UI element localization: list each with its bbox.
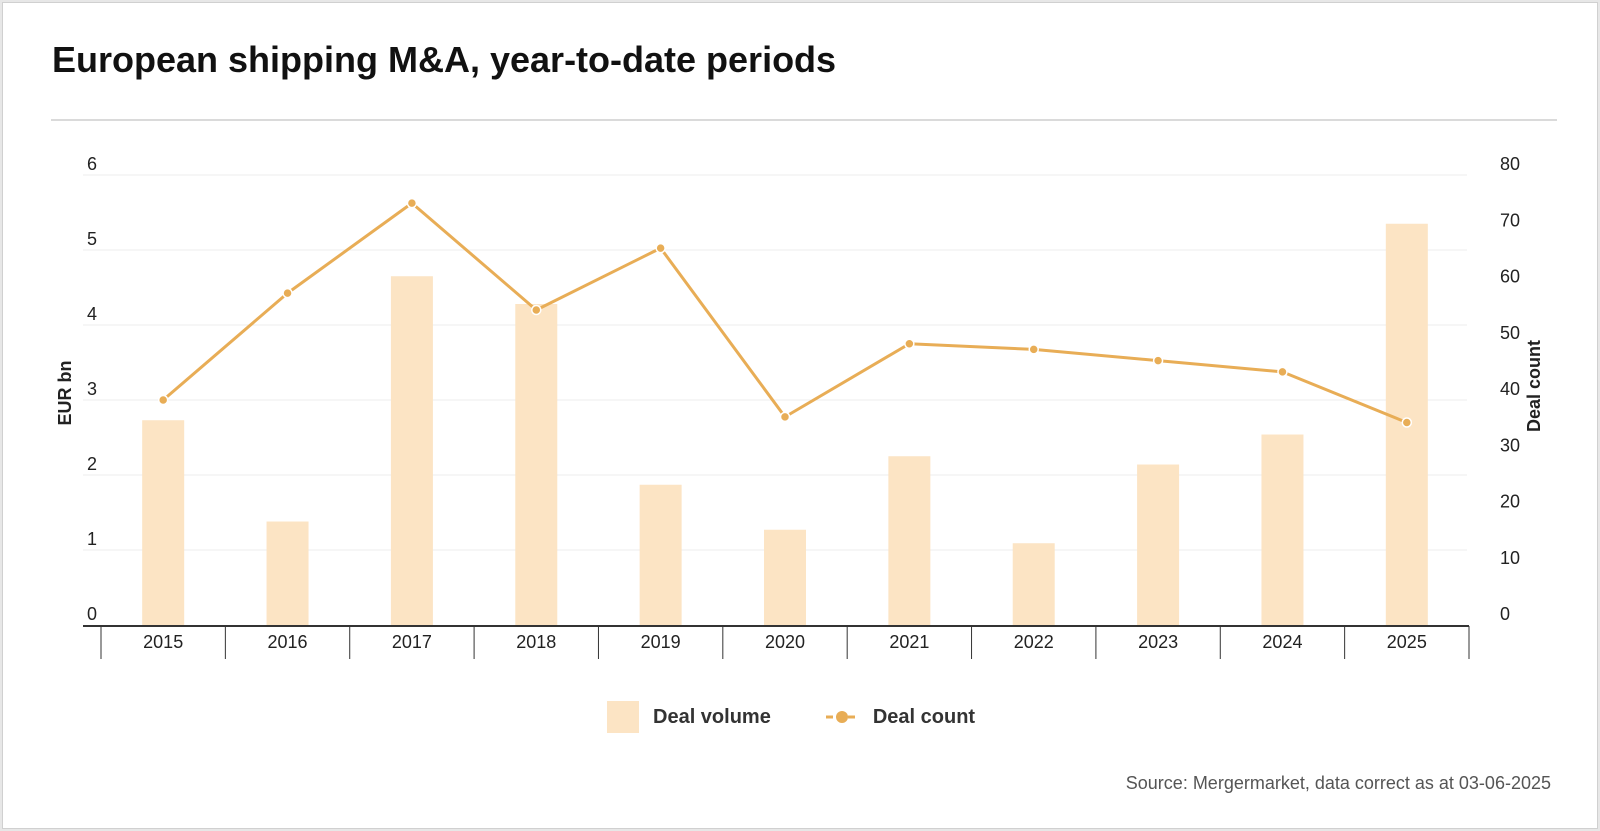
x-tick-label: 2015 xyxy=(143,632,183,652)
deal-volume-swatch xyxy=(607,701,639,733)
bar-2016 xyxy=(266,521,309,625)
left-tick-label: 3 xyxy=(87,379,97,399)
source-note: Source: Mergermarket, data correct as at… xyxy=(1125,773,1551,793)
left-axis-ticks: 0 1 2 3 4 5 6 xyxy=(87,154,97,624)
legend-label-deal-count: Deal count xyxy=(872,705,976,728)
left-tick-label: 0 xyxy=(87,604,97,624)
bar-2020 xyxy=(764,529,806,625)
point-2022 xyxy=(1028,344,1039,355)
x-tick-label: 2025 xyxy=(1387,632,1427,652)
point-2023 xyxy=(1152,355,1164,366)
x-axis: 2015 2016 2017 2018 2019 2020 2021 2022 2023 2024… xyxy=(83,625,1470,659)
chart-title: European shipping M&A, year-to-date peri… xyxy=(52,39,837,80)
left-axis-title: EUR bn xyxy=(55,361,75,426)
x-tick-label: 2019 xyxy=(641,632,681,652)
deal-count-polyline xyxy=(162,201,1408,424)
right-tick-label: 60 xyxy=(1500,267,1520,287)
gridlines xyxy=(83,174,1467,551)
x-tick-label: 2018 xyxy=(516,632,556,652)
deal-count-swatch xyxy=(825,711,858,723)
legend-label-deal-volume: Deal volume xyxy=(653,705,771,728)
right-tick-label: 10 xyxy=(1500,548,1520,568)
bar-2019 xyxy=(639,484,682,625)
point-2024 xyxy=(1277,366,1288,378)
point-2017 xyxy=(406,197,418,209)
bar-2024 xyxy=(1261,434,1304,625)
x-tick-label: 2016 xyxy=(268,632,308,652)
x-tick-label: 2023 xyxy=(1138,632,1178,652)
point-2015 xyxy=(157,394,169,406)
bar-2015 xyxy=(142,420,185,625)
legend-item-deal-count: Deal count xyxy=(825,706,975,729)
legend: Deal volume Deal count xyxy=(607,700,975,734)
x-tick-label: 2020 xyxy=(765,632,805,652)
point-2021 xyxy=(904,338,915,349)
x-tick-label: 2024 xyxy=(1262,632,1302,652)
point-2018 xyxy=(531,304,542,316)
deal-volume-bars xyxy=(142,223,1428,625)
bar-2021 xyxy=(888,456,931,625)
left-tick-label: 2 xyxy=(87,454,97,474)
x-tick-label: 2022 xyxy=(1014,632,1054,652)
legend-item-deal-volume: Deal volume xyxy=(607,701,771,733)
right-axis-title: Deal count xyxy=(1524,340,1544,432)
point-2025 xyxy=(1401,417,1413,428)
combo-chart: 2015 2016 2017 2018 2019 2020 2021 2022 2023 2024… xyxy=(55,154,1544,659)
left-tick-label: 6 xyxy=(87,154,97,174)
left-tick-label: 5 xyxy=(87,229,97,249)
title-divider xyxy=(51,119,1557,121)
point-2016 xyxy=(282,287,293,299)
bar-2018 xyxy=(515,304,558,625)
right-tick-label: 50 xyxy=(1500,323,1520,343)
right-tick-label: 0 xyxy=(1500,604,1510,624)
bar-2022 xyxy=(1012,543,1055,625)
right-tick-label: 30 xyxy=(1500,435,1520,455)
right-axis-ticks: 0 10 20 30 40 50 60 70 80 xyxy=(1500,154,1520,624)
x-tick-label: 2021 xyxy=(889,632,929,652)
x-tick-label: 2017 xyxy=(392,632,432,652)
deal-count-line xyxy=(157,197,1413,428)
right-tick-label: 40 xyxy=(1500,379,1520,399)
left-tick-label: 1 xyxy=(87,529,97,549)
right-tick-label: 20 xyxy=(1500,492,1520,512)
point-2019 xyxy=(655,242,666,254)
right-tick-label: 80 xyxy=(1500,154,1520,174)
bar-2023 xyxy=(1137,464,1180,625)
point-2020 xyxy=(779,411,791,423)
left-tick-label: 4 xyxy=(87,304,97,324)
bar-2017 xyxy=(390,276,433,625)
right-tick-label: 70 xyxy=(1500,210,1520,230)
